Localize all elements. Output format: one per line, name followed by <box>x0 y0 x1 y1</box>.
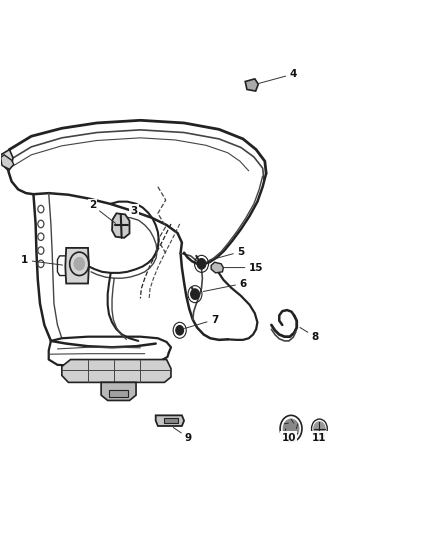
Text: 15: 15 <box>224 263 263 272</box>
Polygon shape <box>245 79 258 91</box>
Circle shape <box>197 259 206 269</box>
Polygon shape <box>155 415 184 426</box>
Circle shape <box>283 419 299 438</box>
Polygon shape <box>1 155 14 169</box>
Polygon shape <box>112 213 130 238</box>
Text: 7: 7 <box>184 314 218 328</box>
Text: 11: 11 <box>312 433 327 443</box>
Polygon shape <box>163 418 177 423</box>
Polygon shape <box>62 360 171 382</box>
Text: 4: 4 <box>259 69 297 84</box>
Text: 10: 10 <box>282 433 296 443</box>
Text: 9: 9 <box>173 427 192 443</box>
Polygon shape <box>109 390 128 397</box>
Circle shape <box>74 257 85 270</box>
Polygon shape <box>65 248 89 284</box>
Text: 2: 2 <box>89 200 116 223</box>
Polygon shape <box>1 150 13 171</box>
Text: 8: 8 <box>300 327 319 342</box>
Polygon shape <box>101 382 136 400</box>
Polygon shape <box>211 262 223 273</box>
Text: 6: 6 <box>203 279 247 292</box>
Text: 5: 5 <box>208 247 244 261</box>
Circle shape <box>314 422 325 435</box>
Text: 1: 1 <box>21 255 63 265</box>
Circle shape <box>176 326 184 335</box>
Circle shape <box>191 289 199 300</box>
Text: 3: 3 <box>130 206 149 217</box>
